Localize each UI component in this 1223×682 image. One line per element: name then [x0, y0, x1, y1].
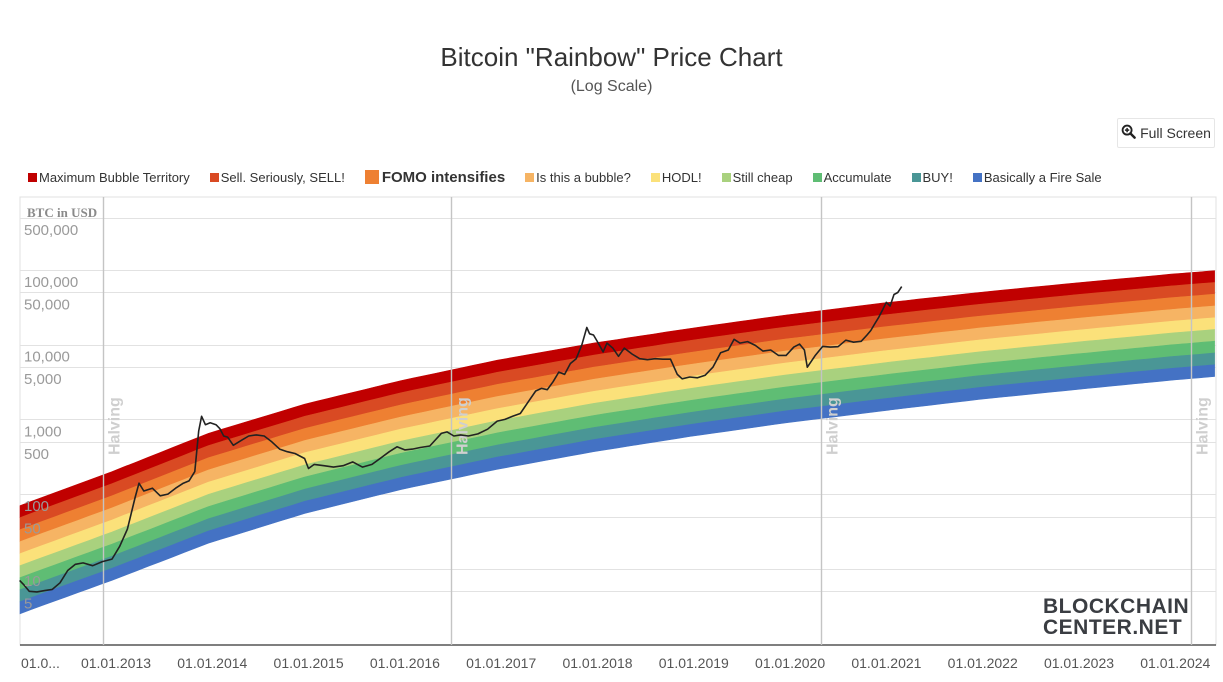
legend-item[interactable]: Basically a Fire Sale [972, 169, 1102, 185]
legend-label: BUY! [922, 169, 953, 185]
legend-item[interactable]: Is this a bubble? [525, 170, 631, 185]
x-tick-label: 01.01.2014 [177, 655, 247, 671]
legend-item[interactable]: Accumulate [812, 169, 892, 185]
halving-label: Halving [455, 397, 472, 455]
legend-item[interactable]: Maximum Bubble Territory [28, 170, 190, 185]
y-tick-label: 5 [24, 595, 32, 612]
legend-label: Still cheap [732, 169, 793, 185]
btc-price-line [19, 286, 903, 593]
rainbow-bands [19, 270, 1215, 615]
x-tick-label: 01.01.2015 [274, 655, 344, 671]
blockchaincenter-logo: BLOCKCHAIN CENTER.NET [1043, 596, 1189, 638]
x-tick-label: 01.01.2013 [81, 655, 151, 671]
x-tick-label: 01.01.2021 [851, 655, 921, 671]
full-screen-button[interactable]: Full Screen [1117, 118, 1215, 148]
y-tick-label: 50 [24, 521, 41, 538]
y-tick-label: 100,000 [24, 274, 78, 291]
logo-line-2: CENTER.NET [1043, 616, 1183, 639]
x-tick-label: 01.01.2023 [1044, 655, 1114, 671]
y-axis-title: BTC in USD [27, 205, 97, 220]
x-tick-label: 01.01.2017 [466, 655, 536, 671]
y-tick-label: 50,000 [24, 297, 70, 314]
legend-swatch [525, 172, 535, 182]
legend-item[interactable]: Still cheap [721, 169, 793, 185]
legend-label: Sell. Seriously, SELL! [220, 169, 345, 185]
legend-item[interactable]: HODL! [650, 169, 702, 185]
legend-swatch [972, 172, 982, 182]
halving-lines: Halving Halving Halving Halving [102, 197, 1212, 645]
legend: Maximum Bubble Territory Sell. Seriously,… [28, 166, 1122, 188]
y-tick-label: 5,000 [24, 371, 62, 388]
legend-swatch [209, 172, 219, 182]
legend-swatch [650, 172, 660, 182]
legend-item[interactable]: FOMO intensifies [364, 168, 506, 186]
x-tick-label: 01.01.2016 [370, 655, 440, 671]
chart-title: Bitcoin "Rainbow" Price Chart [440, 42, 783, 72]
chart-subtitle: (Log Scale) [570, 78, 653, 95]
halving-label: Halving [1195, 397, 1212, 455]
y-tick-label: 500,000 [24, 222, 78, 239]
x-tick-label: 01.01.2022 [948, 655, 1018, 671]
x-tick-label: 01.0... [21, 655, 60, 671]
legend-swatch [721, 172, 731, 182]
price-series [19, 286, 903, 593]
y-tick-label: 10 [24, 573, 41, 590]
y-tick-label: 10,000 [24, 349, 70, 366]
halving-label: Halving [825, 397, 842, 455]
x-tick-label: 01.01.2024 [1140, 655, 1210, 671]
x-axis-labels: 01.0... 01.01.2013 01.01.2014 01.01.2015 01.… [21, 655, 1211, 671]
legend-item[interactable]: Sell. Seriously, SELL! [209, 169, 345, 185]
y-tick-label: 500 [24, 446, 49, 463]
x-tick-label: 01.01.2020 [755, 655, 825, 671]
legend-swatch [911, 172, 921, 182]
legend-swatch [28, 172, 37, 182]
zoom-in-icon [1121, 124, 1136, 142]
legend-label: Accumulate [823, 169, 892, 185]
halving-label: Halving [107, 397, 124, 455]
legend-label: FOMO intensifies [381, 168, 506, 186]
legend-item[interactable]: BUY! [911, 169, 953, 185]
y-tick-label: 100 [24, 498, 49, 515]
y-axis-labels: 500,000 100,000 50,000 10,000 5,000 1,000 500 1… [24, 222, 78, 612]
y-tick-label: 1,000 [24, 423, 62, 440]
legend-swatch [812, 172, 822, 182]
legend-label: HODL! [661, 169, 702, 185]
full-screen-label: Full Screen [1140, 125, 1211, 141]
legend-label: Is this a bubble? [536, 169, 631, 185]
x-tick-label: 01.01.2018 [562, 655, 632, 671]
legend-label: Maximum Bubble Territory [39, 169, 190, 185]
band-basically-a-fire-sale [19, 364, 1215, 615]
x-tick-label: 01.01.2019 [659, 655, 729, 671]
legend-label: Basically a Fire Sale [983, 169, 1102, 185]
logo-line-1: BLOCKCHAIN [1043, 595, 1190, 618]
legend-swatch [364, 170, 379, 184]
